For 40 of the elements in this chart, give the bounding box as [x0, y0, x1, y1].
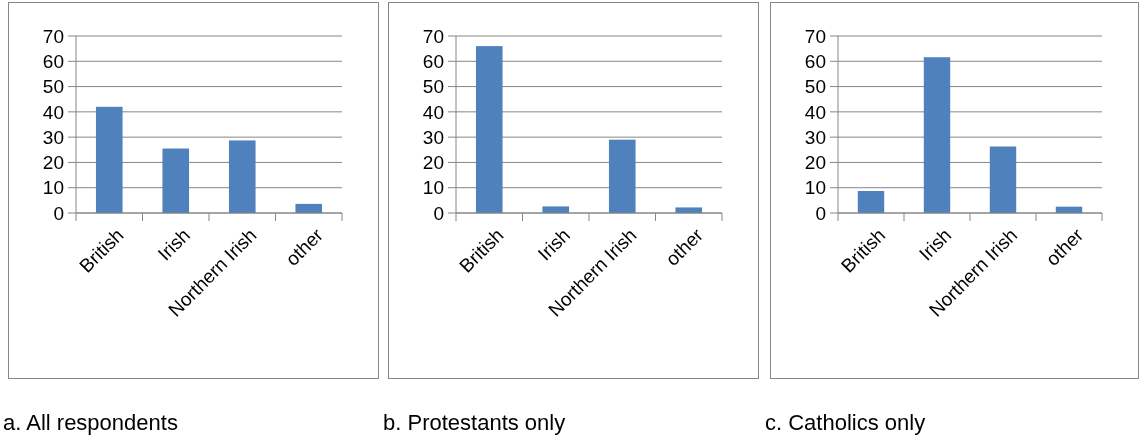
text: c. Catholics only: [765, 410, 926, 435]
x-tick-label: Irish: [153, 224, 194, 265]
y-tick-label: 0: [433, 202, 444, 224]
y-tick-label: 50: [422, 76, 444, 98]
y-tick-label: 30: [42, 126, 64, 148]
y-tick-label: 70: [42, 25, 64, 47]
bar: [475, 46, 503, 213]
bar: [923, 57, 951, 213]
bar: [989, 146, 1017, 213]
y-tick-label: 40: [804, 101, 826, 123]
text: b. Protestants only: [383, 410, 566, 435]
y-tick-label: 20: [42, 152, 64, 174]
bar: [162, 148, 190, 213]
y-tick-label: 60: [804, 50, 826, 72]
y-tick-label: 70: [422, 25, 444, 47]
bar: [228, 140, 256, 213]
y-tick-label: 40: [42, 101, 64, 123]
bar: [857, 191, 885, 213]
bar: [542, 206, 570, 213]
y-tick-label: 40: [422, 101, 444, 123]
y-tick-label: 30: [804, 126, 826, 148]
y-tick-label: 60: [42, 50, 64, 72]
y-tick-label: 0: [815, 202, 826, 224]
y-tick-label: 10: [422, 177, 444, 199]
y-tick-label: 60: [422, 50, 444, 72]
y-tick-label: 10: [42, 177, 64, 199]
y-tick-label: 70: [804, 25, 826, 47]
x-tick-label: Irish: [914, 224, 956, 265]
y-tick-label: 50: [804, 76, 826, 98]
bar: [675, 207, 703, 213]
y-tick-label: 20: [422, 152, 444, 174]
y-tick-label: 50: [42, 76, 64, 98]
y-tick-label: 10: [804, 177, 826, 199]
x-tick-label: Irish: [533, 224, 574, 265]
y-tick-label: 0: [53, 202, 64, 224]
y-tick-label: 20: [804, 152, 826, 174]
bar: [608, 139, 636, 213]
y-tick-label: 30: [422, 126, 444, 148]
text: a. All respondents: [3, 410, 178, 435]
bar: [95, 106, 123, 213]
